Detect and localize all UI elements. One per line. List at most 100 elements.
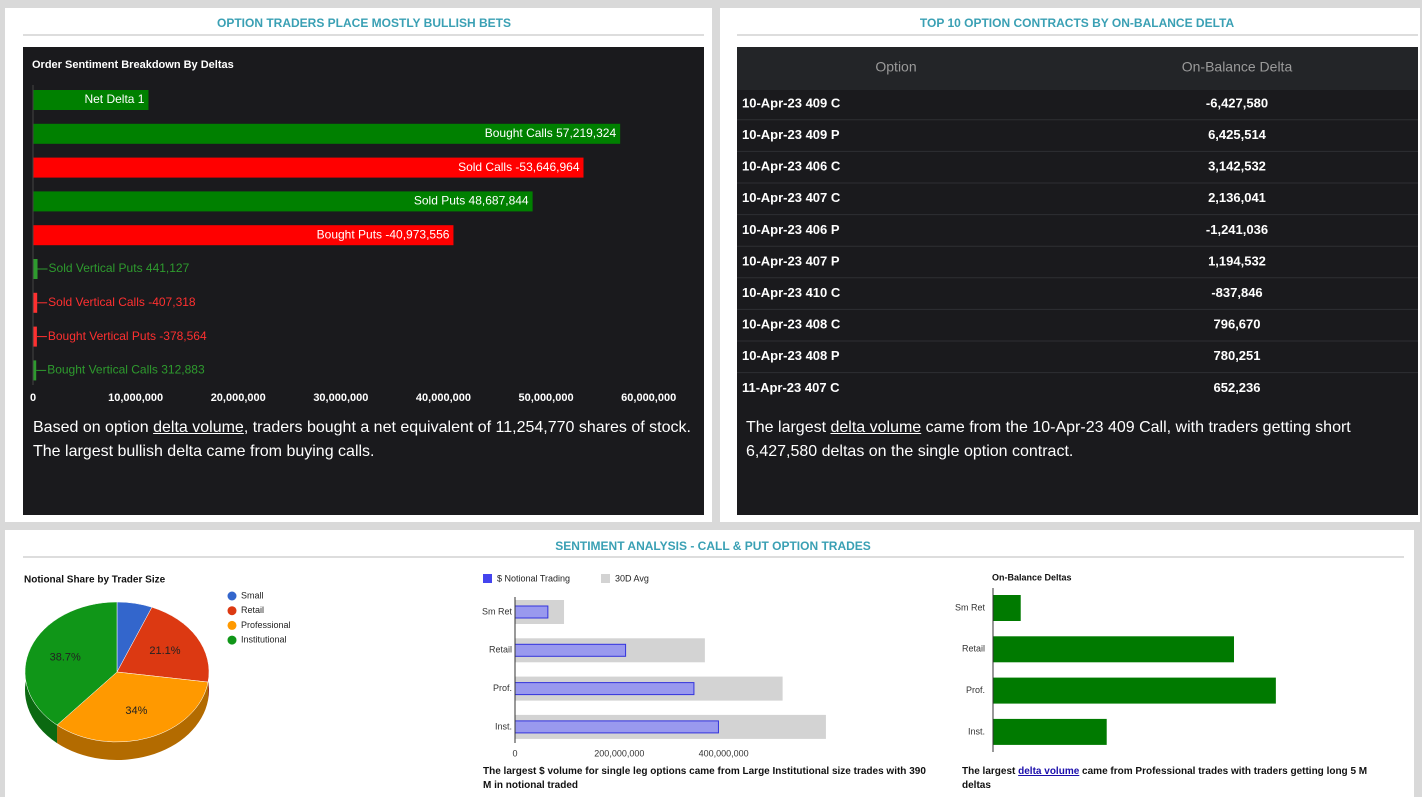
legend-label: Professional bbox=[241, 620, 291, 630]
bar bbox=[514, 682, 695, 696]
bar bbox=[33, 259, 38, 279]
panel bbox=[5, 530, 1414, 797]
chart-title: Notional Share by Trader Size bbox=[24, 575, 166, 586]
x-tick-label: 400,000,000 bbox=[699, 748, 749, 758]
legend-label: Small bbox=[241, 590, 264, 600]
legend-label: Institutional bbox=[241, 634, 287, 644]
bar bbox=[33, 225, 454, 246]
cell: 796,670 bbox=[1214, 317, 1261, 332]
x-tick-label: 60,000,000 bbox=[621, 392, 676, 404]
summary: The largest delta volume came from the 1… bbox=[746, 416, 1351, 464]
legend-label: Retail bbox=[241, 605, 264, 615]
column-header: Option bbox=[875, 59, 916, 75]
table-header bbox=[737, 47, 1418, 90]
text: 6,427,580 deltas on the single option co… bbox=[746, 443, 1074, 460]
text: The largest bbox=[746, 419, 831, 436]
link[interactable]: delta volume bbox=[1018, 766, 1080, 777]
bar-label: Net Delta 1 bbox=[84, 92, 144, 106]
table-box bbox=[737, 47, 1418, 515]
pie-slice-side bbox=[57, 682, 209, 760]
cell: 10-Apr-23 410 C bbox=[742, 285, 841, 300]
y-tick-label: Prof. bbox=[966, 685, 985, 695]
chart-title: Order Sentiment Breakdown By Deltas bbox=[32, 59, 234, 71]
column-header: On-Balance Delta bbox=[1182, 59, 1293, 75]
bar bbox=[33, 292, 38, 313]
legend-swatch bbox=[227, 635, 237, 645]
legend-swatch bbox=[227, 591, 237, 601]
legend-label: $ Notional Trading bbox=[497, 573, 570, 583]
bar bbox=[33, 326, 37, 347]
cell: 6,425,514 bbox=[1208, 127, 1267, 142]
y-tick-label: Sm Ret bbox=[482, 606, 513, 616]
cell: 10-Apr-23 406 C bbox=[742, 159, 841, 174]
summary: Based on option delta volume, traders bo… bbox=[33, 416, 691, 464]
bar bbox=[514, 605, 549, 619]
link[interactable]: delta volume bbox=[153, 419, 244, 436]
text: The largest bullish delta came from buyi… bbox=[33, 443, 375, 460]
cell: 652,236 bbox=[1214, 380, 1261, 395]
bar-label: Sold Vertical Calls -407,318 bbox=[48, 295, 196, 309]
cell: 10-Apr-23 409 P bbox=[742, 127, 840, 142]
y-tick-label: Inst. bbox=[968, 726, 985, 736]
bar bbox=[993, 595, 1021, 621]
pie-slice bbox=[24, 601, 118, 726]
legend-swatch bbox=[227, 620, 237, 630]
panel-title: SENTIMENT ANALYSIS - CALL & PUT OPTION T… bbox=[555, 539, 871, 553]
link[interactable]: delta volume bbox=[830, 419, 922, 436]
slice-label: 38.7% bbox=[50, 651, 81, 663]
cell: 10-Apr-23 408 P bbox=[742, 348, 840, 363]
cell: -6,427,580 bbox=[1206, 95, 1268, 110]
text: , traders bought a net equivalent of 11,… bbox=[243, 419, 691, 436]
cell: 10-Apr-23 407 P bbox=[742, 253, 840, 268]
cell: -837,846 bbox=[1211, 285, 1262, 300]
cell: 1,194,532 bbox=[1208, 253, 1266, 268]
slice-label: 34% bbox=[125, 705, 147, 717]
pie-slice bbox=[56, 671, 209, 743]
panel-title: TOP 10 OPTION CONTRACTS BY ON-BALANCE DE… bbox=[920, 16, 1235, 30]
legend-swatch bbox=[227, 606, 237, 616]
bar-label: Sold Calls -53,646,964 bbox=[458, 160, 580, 174]
bar bbox=[33, 157, 584, 178]
bar-label: Bought Calls 57,219,324 bbox=[485, 126, 617, 140]
text: Based on option bbox=[33, 419, 154, 436]
legend-swatch bbox=[601, 574, 610, 583]
y-tick-label: Retail bbox=[962, 644, 985, 654]
x-tick-label: 30,000,000 bbox=[313, 392, 368, 404]
x-tick-label: 20,000,000 bbox=[211, 392, 266, 404]
bar bbox=[33, 123, 621, 144]
cell: 780,251 bbox=[1214, 348, 1261, 363]
bar-label: Bought Vertical Calls 312,883 bbox=[47, 363, 205, 377]
y-tick-label: Retail bbox=[489, 645, 512, 655]
cell: 11-Apr-23 407 C bbox=[742, 380, 840, 395]
bar-label: Sold Puts 48,687,844 bbox=[414, 194, 529, 208]
x-tick-label: 0 bbox=[30, 392, 36, 404]
legend-swatch bbox=[483, 574, 492, 583]
bar bbox=[33, 360, 37, 381]
cell: 3,142,532 bbox=[1208, 159, 1266, 174]
text: came from the 10-Apr-23 409 Call, with t… bbox=[921, 419, 1351, 436]
bar-label: Sold Vertical Puts 441,127 bbox=[49, 261, 190, 275]
bar bbox=[514, 720, 719, 734]
bar bbox=[993, 636, 1234, 663]
cell: 10-Apr-23 409 C bbox=[742, 95, 841, 110]
x-tick-label: 200,000,000 bbox=[594, 748, 644, 758]
bar bbox=[993, 718, 1107, 745]
bar bbox=[514, 643, 627, 657]
bar-label: Bought Puts -40,973,556 bbox=[317, 227, 450, 241]
x-tick-label: 0 bbox=[512, 748, 517, 758]
x-tick-label: 50,000,000 bbox=[519, 392, 574, 404]
y-tick-label: Prof. bbox=[493, 683, 512, 693]
y-tick-label: Sm Ret bbox=[955, 602, 986, 612]
bar bbox=[993, 677, 1276, 704]
slice-label: 21.1% bbox=[149, 645, 180, 657]
bar bbox=[33, 90, 149, 110]
panel-title: OPTION TRADERS PLACE MOSTLY BULLISH BETS bbox=[217, 16, 511, 30]
text: The largest bbox=[962, 766, 1019, 777]
cell: -1,241,036 bbox=[1206, 222, 1268, 237]
cell: 2,136,041 bbox=[1208, 190, 1266, 205]
cell: 10-Apr-23 407 C bbox=[742, 190, 841, 205]
bar bbox=[33, 191, 533, 212]
text: came from Professional trades with trade… bbox=[962, 766, 1368, 791]
